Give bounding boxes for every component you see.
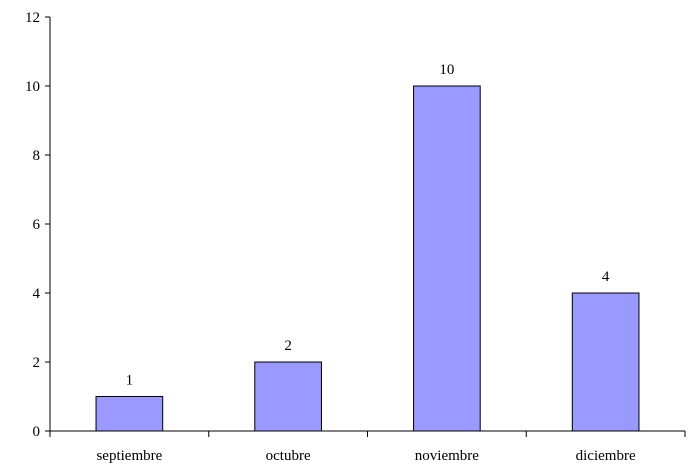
y-axis: 0 2 4 6 8 10 12 bbox=[25, 10, 51, 440]
y-tick-label: 0 bbox=[33, 424, 41, 440]
data-label-noviembre: 10 bbox=[439, 62, 454, 78]
category-label-diciembre: diciembre bbox=[576, 448, 636, 464]
category-label-noviembre: noviembre bbox=[415, 448, 479, 464]
data-label-septiembre: 1 bbox=[126, 373, 134, 389]
bar-septiembre bbox=[95, 396, 164, 432]
y-tick-label: 4 bbox=[33, 286, 41, 302]
y-tick-label: 10 bbox=[25, 79, 40, 95]
data-label-octubre: 2 bbox=[284, 338, 292, 354]
bar-diciembre bbox=[571, 292, 640, 432]
y-tick-label: 12 bbox=[25, 10, 40, 26]
x-axis bbox=[49, 430, 686, 437]
bar-octubre bbox=[254, 361, 322, 432]
bar-noviembre bbox=[413, 85, 481, 432]
y-tick-label: 2 bbox=[33, 355, 41, 371]
y-tick-label: 8 bbox=[33, 148, 41, 164]
data-labels: 1 2 10 4 bbox=[126, 62, 610, 389]
category-labels: septiembre octubre noviembre diciembre bbox=[96, 448, 635, 464]
data-label-diciembre: 4 bbox=[602, 269, 610, 285]
category-label-septiembre: septiembre bbox=[96, 448, 162, 464]
y-tick-label: 6 bbox=[33, 217, 41, 233]
bars bbox=[95, 85, 640, 432]
category-label-octubre: octubre bbox=[266, 448, 311, 464]
